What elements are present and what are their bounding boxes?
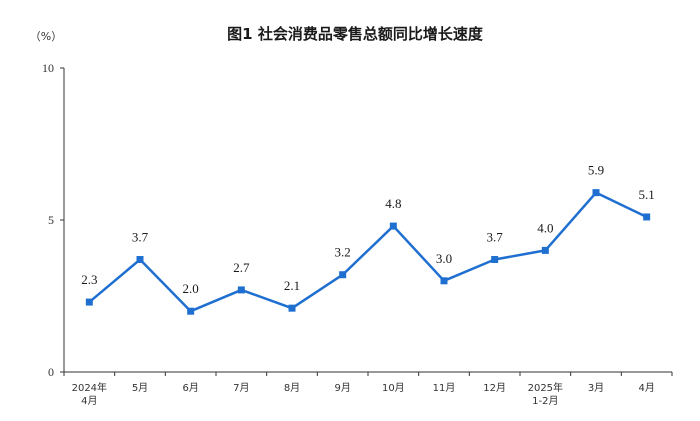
data-point (288, 304, 296, 312)
data-label: 3.7 (487, 230, 504, 245)
x-tick-label: 12月 (483, 382, 506, 394)
x-tick-label: 2025年 (528, 381, 563, 394)
data-label: 3.7 (132, 230, 149, 245)
series-line (85, 189, 651, 315)
x-tick-label: 5月 (132, 382, 148, 394)
data-point (237, 286, 245, 294)
x-tick-label: 10月 (382, 382, 405, 394)
y-tick-label: 10 (42, 61, 54, 75)
data-point (541, 246, 549, 254)
data-label: 5.1 (639, 187, 655, 202)
y-tick-label: 5 (48, 213, 54, 227)
x-tick-label: 4月 (638, 382, 654, 394)
data-point (389, 222, 397, 230)
x-tick-label: 4月 (81, 395, 97, 407)
data-point (592, 189, 600, 197)
y-axis-unit: （%） (30, 30, 62, 43)
data-label: 3.0 (436, 251, 452, 266)
data-point (339, 271, 347, 279)
x-tick-label: 11月 (433, 382, 456, 394)
data-label: 3.2 (335, 245, 351, 260)
x-tick-label: 7月 (233, 382, 249, 394)
data-labels: 2.3 3.7 2.0 2.7 2.1 3.2 4.8 3.0 3.7 4.0 5.9 5.1 (81, 163, 655, 297)
data-point (136, 256, 144, 264)
y-axis-ticks: 0 5 10 (42, 61, 64, 379)
data-label: 2.7 (233, 260, 250, 275)
data-point (643, 213, 651, 221)
data-label: 2.0 (183, 281, 199, 296)
chart-title: 图1 社会消费品零售总额同比增长速度 (227, 25, 484, 43)
x-tick-label: 6月 (182, 382, 198, 394)
x-tick-label: 8月 (284, 382, 300, 394)
data-label: 4.0 (537, 220, 553, 235)
x-tick-label: 2024年 (72, 381, 107, 394)
data-label: 5.9 (588, 163, 604, 178)
data-point (440, 277, 448, 285)
data-label: 2.1 (284, 278, 300, 293)
data-point (85, 298, 93, 306)
data-point (187, 307, 195, 315)
x-tick-label: 1-2月 (532, 395, 558, 407)
x-tick-label: 9月 (334, 382, 350, 394)
y-tick-label: 0 (48, 365, 54, 379)
axes (63, 68, 672, 373)
data-label: 4.8 (385, 196, 401, 211)
data-point (491, 256, 499, 264)
series-line-path (88, 191, 648, 313)
x-tick-label: 3月 (588, 382, 604, 394)
data-label: 2.3 (81, 272, 97, 287)
